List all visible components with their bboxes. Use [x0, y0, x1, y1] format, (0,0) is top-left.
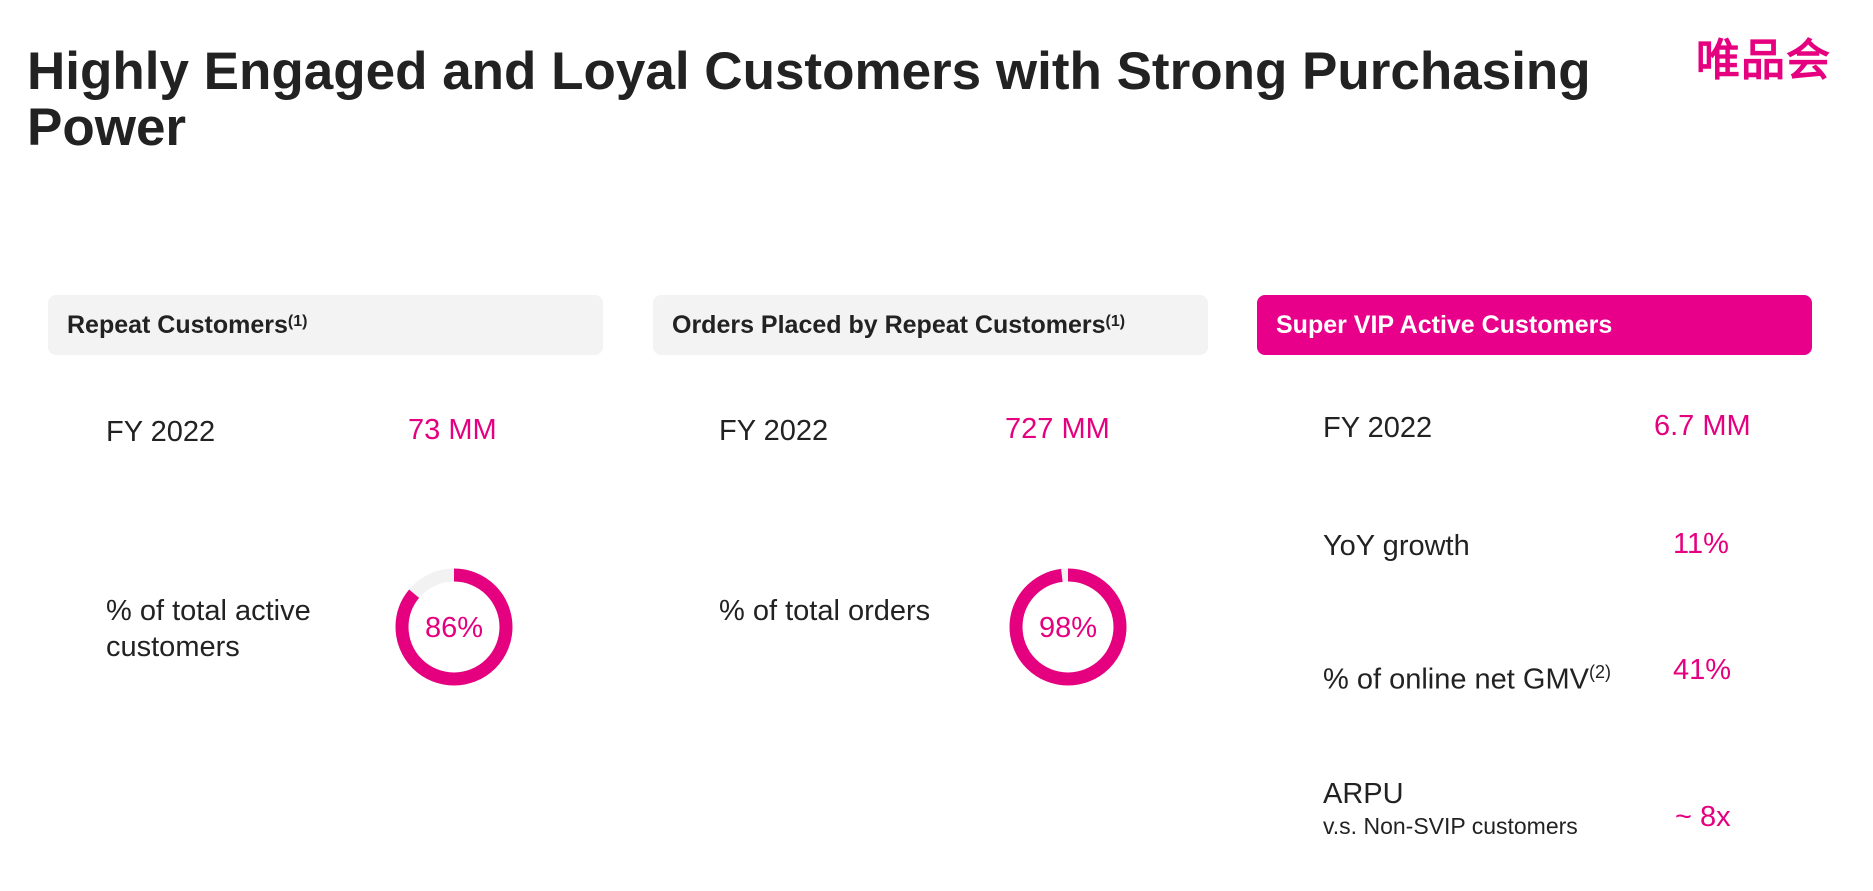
repeat-orders-pct-value: 98%: [1039, 612, 1097, 644]
vip-year-value: 6.7 MM: [1654, 410, 1751, 442]
repeat-orders-year-label: FY 2022: [719, 415, 829, 447]
super-vip-header: Super VIP Active Customers: [1257, 295, 1812, 355]
page-title: Highly Engaged and Loyal Customers with …: [27, 42, 1591, 157]
vip-year-label: FY 2022: [1323, 412, 1433, 444]
vip-gmv-share-label-text: % of online net GMV: [1323, 663, 1589, 696]
vip-gmv-share-value: 41%: [1673, 654, 1732, 686]
vip-gmv-share-label: % of online net GMV(2): [1323, 654, 1611, 698]
repeat-orders-donut: 98%: [1009, 568, 1127, 686]
vip-yoy-growth-label: YoY growth: [1323, 530, 1470, 562]
repeat-customers-pct-value: 86%: [425, 612, 483, 644]
vip-arpu-value: ~ 8x: [1675, 801, 1731, 833]
repeat-orders-header-label: Orders Placed by Repeat Customers: [672, 310, 1106, 339]
repeat-orders-year-value: 727 MM: [1005, 413, 1110, 445]
repeat-customers-header-label: Repeat Customers: [67, 310, 288, 339]
footnote-marker: (1): [1105, 313, 1126, 330]
super-vip-header-label: Super VIP Active Customers: [1276, 310, 1613, 339]
vip-arpu-sub-label: v.s. Non-SVIP customers: [1323, 813, 1578, 839]
footnote-marker: (1): [287, 313, 308, 330]
footnote-marker: (2): [1588, 662, 1611, 682]
repeat-orders-header: Orders Placed by Repeat Customers (1): [653, 295, 1208, 355]
donut-arc: [395, 568, 513, 686]
repeat-customers-donut: 86%: [395, 568, 513, 686]
repeat-customers-year-value: 73 MM: [408, 414, 497, 446]
repeat-orders-pct-label: % of total orders: [719, 595, 931, 627]
vipshop-logo: 唯品会: [1696, 35, 1831, 86]
repeat-customers-year-label: FY 2022: [106, 416, 216, 448]
vip-arpu-label: ARPU: [1323, 778, 1404, 810]
repeat-customers-pct-label: % of total active customers: [106, 595, 311, 663]
vip-yoy-growth-value: 11%: [1673, 528, 1729, 560]
donut-arc: [1009, 568, 1127, 686]
repeat-customers-header: Repeat Customers (1): [48, 295, 603, 355]
